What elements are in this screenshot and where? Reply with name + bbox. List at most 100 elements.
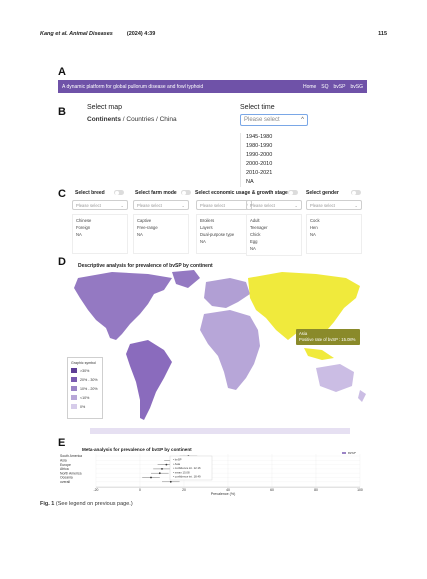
- gender-select[interactable]: Please select ⌄: [306, 200, 362, 210]
- breed-label: Select breed: [75, 190, 105, 196]
- map-legend: Graphic symbol >30% 20% - 30% 10% - 20% …: [67, 357, 103, 419]
- breed-options: Chinese Foreign NA: [72, 214, 128, 254]
- farm-mode-option[interactable]: Captive: [137, 218, 152, 223]
- map-title: Descriptive analysis for prevalence of b…: [78, 263, 213, 269]
- legend-item[interactable]: 20% - 30%: [71, 377, 99, 382]
- map-level-continents[interactable]: Continents: [87, 116, 121, 123]
- world-map: [74, 270, 366, 434]
- growth-stage-option[interactable]: Chick: [250, 232, 261, 237]
- legend-swatch: [71, 386, 77, 391]
- growth-stage-select[interactable]: Please select ⌄: [246, 200, 302, 210]
- gender-option[interactable]: Cock: [310, 218, 320, 223]
- inset-row: • mean 15.08: [173, 470, 190, 474]
- time-option[interactable]: NA: [246, 179, 254, 185]
- time-options: 1945-1980 1980-1990 1990-2000 2000-2010 …: [240, 133, 300, 187]
- figure-caption: Fig. 1 (See legend on previous page.): [40, 501, 133, 507]
- panel-label-c: C: [58, 188, 66, 200]
- time-option[interactable]: 2010-2021: [246, 170, 273, 176]
- continent-asia[interactable]: [248, 272, 360, 342]
- nav-home[interactable]: Home: [302, 83, 317, 90]
- legend-item[interactable]: >30%: [71, 368, 99, 373]
- chevron-down-icon: ⌄: [354, 203, 358, 208]
- economic-usage-option[interactable]: Broilers: [200, 218, 215, 223]
- continent-europe[interactable]: [204, 278, 250, 308]
- growth-stage-option[interactable]: NA: [250, 246, 256, 251]
- growth-stage-option[interactable]: Adult: [250, 218, 260, 223]
- breed-option[interactable]: Chinese: [76, 218, 92, 223]
- farm-mode-label: Select farm mode: [135, 190, 177, 196]
- continent-north-america[interactable]: [74, 272, 172, 340]
- farm-mode-option[interactable]: Free-range: [137, 225, 158, 230]
- greenland[interactable]: [172, 270, 200, 288]
- indonesia[interactable]: [304, 348, 334, 360]
- time-option[interactable]: 1990-2000: [246, 152, 273, 158]
- platform-banner: A dynamic platform for global pullorum d…: [58, 80, 367, 93]
- category-label: Africa: [60, 467, 69, 471]
- legend-label: bvSP: [348, 452, 357, 455]
- economic-usage-option[interactable]: Layers: [200, 225, 213, 230]
- farm-mode-toggle[interactable]: [181, 190, 191, 195]
- economic-usage-option[interactable]: Dual-purpose type: [200, 232, 235, 237]
- chevron-down-icon: ⌄: [120, 203, 124, 208]
- map-level-rest[interactable]: / Countries / China: [120, 116, 177, 123]
- data-point[interactable]: [158, 472, 161, 475]
- economic-usage-select[interactable]: Please select ^: [196, 200, 252, 210]
- gender-toggle[interactable]: [351, 190, 361, 195]
- map-tooltip: Asia Positive rate of bvSP : 15.08%: [296, 329, 360, 345]
- x-tick-label: -20: [94, 488, 99, 492]
- nav-bvsp[interactable]: bvSP: [333, 83, 346, 90]
- gender-option[interactable]: Hen: [310, 225, 318, 230]
- data-point[interactable]: [169, 480, 172, 483]
- legend-item[interactable]: 0%: [71, 404, 99, 409]
- category-label: North America: [60, 471, 82, 475]
- category-label: Oceania: [60, 476, 73, 480]
- time-select[interactable]: Please select ^: [240, 114, 308, 126]
- growth-stage-option[interactable]: Teenager: [250, 225, 268, 230]
- data-point[interactable]: [165, 463, 168, 466]
- gender-options: Cock Hen NA: [306, 214, 362, 254]
- breed-option[interactable]: NA: [76, 232, 82, 237]
- breed-select[interactable]: Please select ⌄: [72, 200, 128, 210]
- chevron-up-icon: ^: [246, 203, 248, 208]
- map-level-breadcrumb: Continents / Countries / China: [87, 116, 177, 123]
- farm-mode-option[interactable]: NA: [137, 232, 143, 237]
- category-label: overall: [60, 480, 70, 484]
- economic-usage-option[interactable]: NA: [200, 239, 206, 244]
- category-label: South America: [60, 454, 82, 458]
- x-tick-label: 100: [357, 488, 363, 492]
- breed-option[interactable]: Foreign: [76, 225, 91, 230]
- category-label: Europe: [60, 463, 71, 467]
- time-option[interactable]: 2000-2010: [246, 161, 273, 167]
- inset-row: • confidence int. 12.16: [173, 466, 201, 470]
- x-tick-label: 60: [270, 488, 274, 492]
- category-label: Asia: [60, 459, 67, 463]
- continent-africa[interactable]: [200, 310, 260, 390]
- legend-item[interactable]: 10% - 20%: [71, 386, 99, 391]
- breed-toggle[interactable]: [114, 190, 124, 195]
- farm-mode-select[interactable]: Please select ⌄: [133, 200, 189, 210]
- x-tick-label: 40: [226, 488, 230, 492]
- time-option[interactable]: 1980-1990: [246, 143, 273, 149]
- inset-row: • Asia: [173, 462, 180, 466]
- journal-header: Kang et al. Animal Diseases (2024) 4:39: [40, 31, 156, 37]
- growth-stage-options: Adult Teenager Chick Egg NA: [246, 214, 302, 256]
- legend-swatch: [71, 404, 77, 409]
- select-time-title: Select time: [240, 104, 275, 111]
- gender-option[interactable]: NA: [310, 232, 316, 237]
- growth-stage-option[interactable]: Egg: [250, 239, 258, 244]
- antarctica[interactable]: [90, 428, 350, 434]
- economic-usage-toggle[interactable]: [288, 190, 298, 195]
- continent-south-america[interactable]: [126, 340, 172, 420]
- gender-label: Select gender: [306, 190, 339, 196]
- time-option[interactable]: 1945-1980: [246, 134, 273, 140]
- legend-item[interactable]: <10%: [71, 395, 99, 400]
- nav-bvsg[interactable]: bvSG: [350, 83, 363, 90]
- data-point[interactable]: [161, 468, 163, 470]
- panel-label-d: D: [58, 256, 66, 268]
- continent-oceania[interactable]: [316, 364, 354, 392]
- nav-sq[interactable]: SQ: [321, 83, 329, 90]
- new-zealand[interactable]: [358, 390, 366, 402]
- data-point[interactable]: [150, 476, 152, 479]
- inset-box: [169, 455, 213, 481]
